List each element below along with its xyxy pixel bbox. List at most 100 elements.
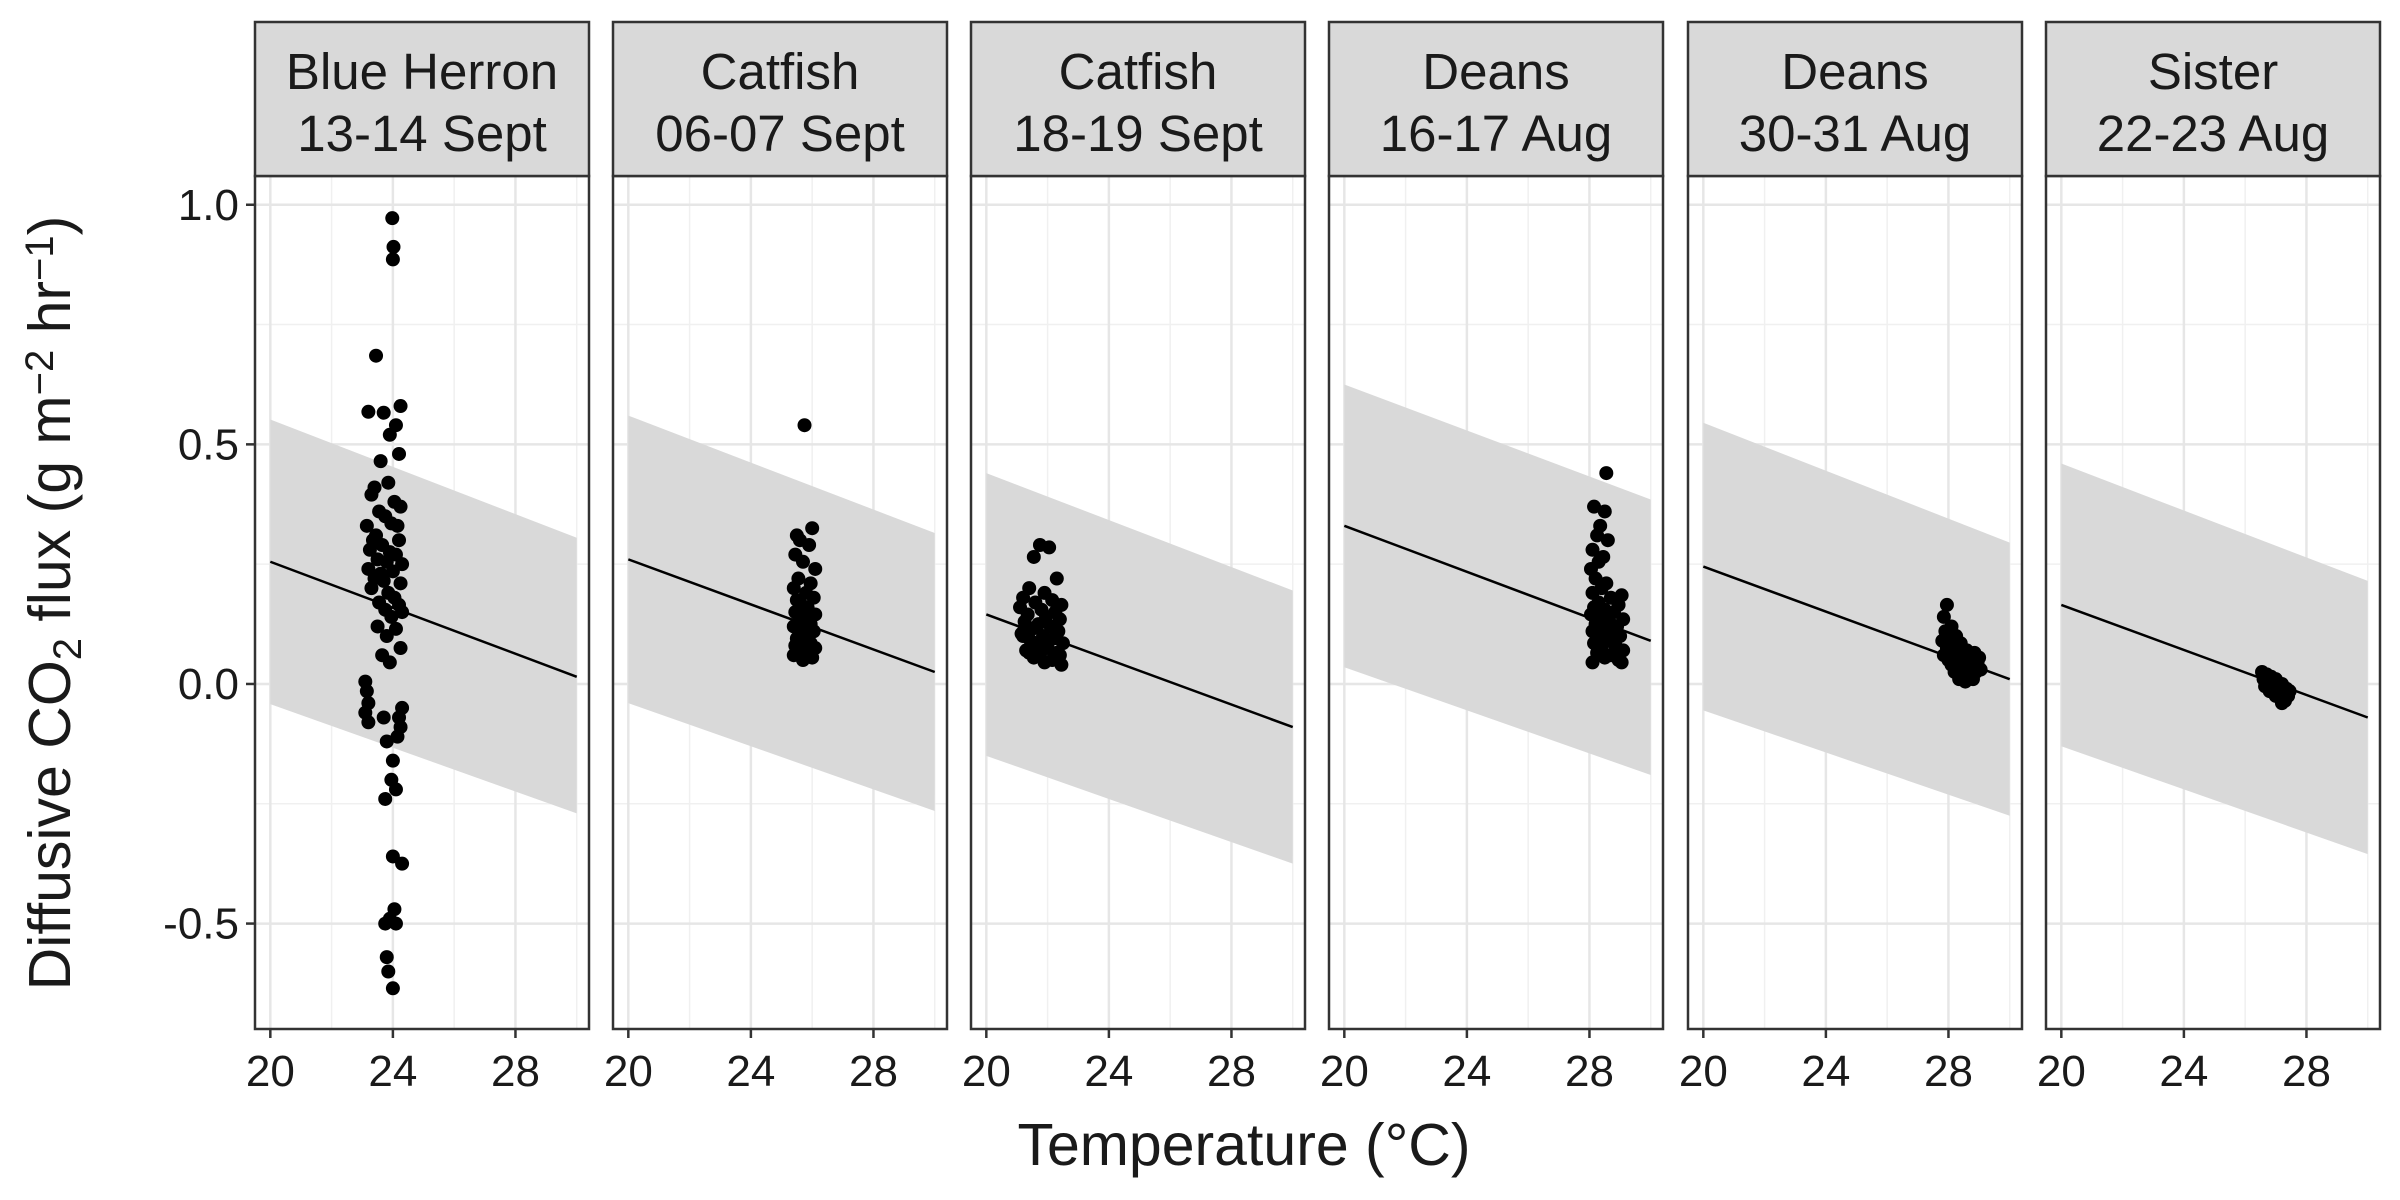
data-point (1022, 645, 1037, 660)
data-point (393, 499, 408, 514)
data-point (378, 916, 393, 931)
data-point (373, 454, 388, 469)
data-point (359, 684, 374, 699)
facet-strip-label-line-1: Deans (1422, 43, 1569, 100)
x-tick-label: 28 (2282, 1047, 2331, 1096)
data-point (390, 729, 405, 744)
x-tick-label: 24 (1442, 1047, 1491, 1096)
y-title-suffix: ) (17, 216, 83, 236)
data-point (361, 715, 376, 730)
data-point (376, 710, 391, 725)
data-point (376, 405, 391, 420)
data-point (795, 554, 810, 569)
x-tick-label: 28 (1207, 1047, 1256, 1096)
data-point (359, 518, 374, 533)
x-tick-label: 28 (849, 1047, 898, 1096)
data-point (381, 475, 396, 490)
data-point (390, 518, 405, 533)
data-point (1939, 597, 1954, 612)
data-point (388, 621, 403, 636)
data-point (1614, 655, 1629, 670)
fit-line (627, 558, 936, 674)
data-point (370, 619, 385, 634)
data-point (361, 404, 376, 419)
data-point (382, 427, 397, 442)
confidence-ribbon (1703, 422, 2010, 816)
facet-strip-label-line-2: 30-31 Aug (1739, 105, 1972, 162)
data-point (381, 964, 396, 979)
data-point (385, 252, 400, 267)
data-point (2274, 696, 2289, 711)
fit-line (985, 613, 1294, 729)
confidence-ribbon (986, 473, 1293, 864)
x-tick-label: 24 (1084, 1047, 1133, 1096)
data-point (392, 533, 407, 548)
facet-strip-label-line-1: Catfish (1059, 43, 1218, 100)
x-tick-label: 24 (1801, 1047, 1850, 1096)
facet-strip (611, 20, 949, 178)
data-point (385, 564, 400, 579)
data-point (385, 211, 400, 226)
y-tick-label: 0.0 (178, 660, 239, 709)
y-title-middle-2: hr (17, 281, 83, 350)
confidence-ribbon (2061, 463, 2368, 855)
data-point (393, 399, 408, 414)
data-point (1037, 655, 1052, 670)
fit-line (1343, 524, 1652, 643)
x-tick-label: 20 (2037, 1047, 2086, 1096)
x-tick-label: 28 (1565, 1047, 1614, 1096)
data-point (395, 856, 410, 871)
facet-strip-label-line-2: 18-19 Sept (1013, 105, 1263, 162)
facet-strip-label-line-1: Blue Herron (286, 43, 558, 100)
data-point (393, 576, 408, 591)
data-point (1052, 648, 1067, 663)
x-tick-label: 20 (962, 1047, 1011, 1096)
data-point (385, 981, 400, 996)
data-point (1600, 533, 1615, 548)
data-point (1016, 629, 1031, 644)
data-point (1958, 674, 1973, 689)
data-point (1042, 540, 1057, 555)
confidence-ribbon (1344, 384, 1651, 776)
data-point (1599, 466, 1614, 481)
x-tick-label: 20 (1679, 1047, 1728, 1096)
fit-line (269, 560, 578, 678)
data-point (382, 655, 397, 670)
data-point (797, 418, 812, 433)
data-point (795, 653, 810, 668)
data-point (1587, 499, 1602, 514)
x-tick-label: 24 (368, 1047, 417, 1096)
x-tick-label: 28 (491, 1047, 540, 1096)
data-point (362, 542, 377, 557)
y-axis: 1.0 0.5 0.0 -0.5 (163, 181, 255, 949)
data-point (379, 734, 394, 749)
y-tick-label: 1.0 (178, 181, 239, 230)
y-title-sub: 2 (46, 638, 90, 660)
facet-strip-label-line-2: 13-14 Sept (297, 105, 547, 162)
data-points (1013, 537, 1070, 672)
data-point (1597, 650, 1612, 665)
x-tick-label: 20 (246, 1047, 295, 1096)
facet-strip-label-line-1: Catfish (701, 43, 860, 100)
x-tick-label: 20 (1320, 1047, 1369, 1096)
data-point (388, 916, 403, 931)
fit-line (2060, 603, 2369, 719)
data-points (358, 211, 410, 996)
confidence-ribbon (628, 415, 935, 811)
data-point (388, 782, 403, 797)
facet-strip-label-line-1: Sister (2148, 43, 2278, 100)
data-point (376, 573, 391, 588)
facet-strip (253, 20, 591, 178)
facet-strip (2044, 20, 2382, 178)
y-tick-label: 0.5 (178, 420, 239, 469)
data-point (369, 348, 384, 363)
facet-strip (1327, 20, 1665, 178)
data-point (385, 753, 400, 768)
